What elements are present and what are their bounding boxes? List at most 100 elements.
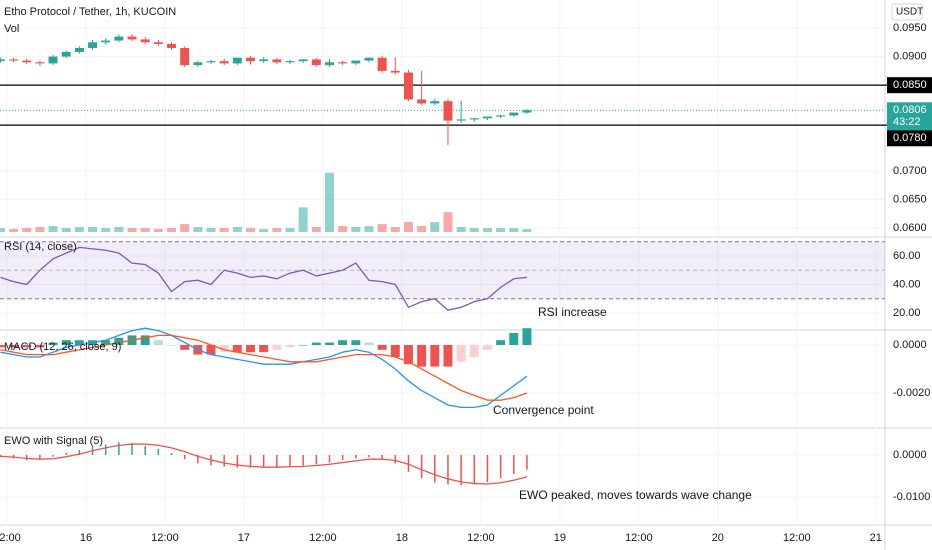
candle-body <box>430 101 440 104</box>
macd-histogram-bar <box>140 335 150 345</box>
volume-bar <box>390 227 400 232</box>
candle-body <box>338 62 348 64</box>
volume-bar <box>114 227 124 232</box>
macd-histogram-bar <box>206 344 216 355</box>
volume-bar <box>417 226 427 232</box>
hline-label: 0.0850 <box>893 79 927 91</box>
volume-bar <box>232 227 242 232</box>
candle-body <box>298 59 308 62</box>
candle-body <box>377 57 387 71</box>
pane-title: Etho Protocol / Tether, 1h, KUCOIN <box>4 6 176 18</box>
candle-body <box>193 62 203 66</box>
hline-label-box <box>887 77 932 94</box>
volume-bar <box>509 228 519 232</box>
volume-bar <box>403 222 413 232</box>
volume-bar <box>35 227 45 232</box>
volume-bar <box>61 228 71 232</box>
candle-body <box>259 59 269 62</box>
macd-histogram-bar <box>114 337 124 345</box>
volume-bar <box>377 224 387 232</box>
candle-body <box>443 101 453 121</box>
volume-bar <box>127 228 137 232</box>
candle-body <box>101 40 111 43</box>
volume-bar <box>22 228 32 232</box>
y-tick-label: 0.0600 <box>893 222 927 234</box>
macd-histogram-bar <box>35 344 45 348</box>
unit-box <box>891 3 923 21</box>
candle-body <box>35 62 45 64</box>
x-tick-label: 18 <box>396 532 408 544</box>
candle-body <box>167 44 176 48</box>
macd-histogram-bar <box>167 344 176 346</box>
volume-bar <box>430 222 440 232</box>
grid <box>0 0 885 525</box>
macd-histogram-bar <box>9 344 19 348</box>
macd-histogram-bar <box>522 328 532 345</box>
volume-bar <box>193 227 203 232</box>
pane-title: MACD (12, 26, close, 9) <box>4 341 121 353</box>
macd-histogram-bar <box>456 344 466 362</box>
hline-label: 0.0780 <box>893 132 927 144</box>
macd-histogram-bar <box>430 344 440 367</box>
macd-histogram-bar <box>219 344 229 353</box>
candle-body <box>509 112 519 116</box>
macd-histogram-bar <box>101 340 111 345</box>
macd-histogram-bar <box>377 344 387 350</box>
candle-body <box>390 70 400 73</box>
indicator-line <box>0 443 528 485</box>
x-tick-label: 12:00 <box>783 532 811 544</box>
macd-histogram-bar <box>417 344 427 367</box>
candle-body <box>246 57 255 62</box>
volume-bar <box>285 228 295 232</box>
macd-histogram-bar <box>153 340 163 345</box>
volume-bar <box>101 228 111 232</box>
macd-histogram-bar <box>390 344 400 357</box>
x-tick-label: 12:00 <box>467 532 495 544</box>
volume-bar <box>364 226 374 232</box>
candle-body <box>61 52 71 57</box>
macd-histogram-bar <box>180 344 190 350</box>
y-tick-label: -0.0020 <box>893 387 930 399</box>
y-tick-label: 0.0950 <box>893 22 927 34</box>
candle-body <box>325 62 334 66</box>
annotation: EWO peaked, moves towards wave change <box>519 488 752 502</box>
candle-body <box>232 57 242 64</box>
volume-bar <box>469 228 479 232</box>
x-tick-label: 12:00 <box>309 532 337 544</box>
countdown-label: 43:22 <box>893 116 921 128</box>
volume-bar <box>443 212 453 232</box>
macd-histogram-bar <box>285 344 295 348</box>
macd-histogram-bar <box>469 344 479 357</box>
candle-body <box>114 36 124 41</box>
volume-bar <box>325 172 334 232</box>
candle-body <box>9 59 19 61</box>
candle-body <box>285 61 295 63</box>
labels: 12:00 16 12:00 17 12:00 18 12:00 19 12:00 20 12:00… <box>0 3 932 544</box>
volume-bar <box>180 224 190 232</box>
y-tick-label: 0.0000 <box>893 339 927 351</box>
annotation: RSI increase <box>538 305 607 319</box>
volume-bar <box>88 227 98 232</box>
annotation: Convergence point <box>493 403 594 417</box>
candle-body <box>456 119 466 121</box>
volume-bar <box>259 229 269 232</box>
pane-title: Vol <box>4 23 19 35</box>
candle-body <box>180 48 190 66</box>
volume-bar <box>272 228 282 232</box>
y-tick-label: 0.0650 <box>893 193 927 205</box>
volume-bar <box>496 228 506 232</box>
volume-bar <box>351 227 361 232</box>
volume-bar <box>74 227 84 232</box>
candle-body <box>74 48 84 52</box>
y-tick-label: 60.00 <box>893 250 921 262</box>
x-tick-label: 20 <box>712 532 724 544</box>
candle-body <box>469 118 479 120</box>
macd-histogram-bar <box>443 344 453 367</box>
y-tick-label: -0.0100 <box>893 491 930 503</box>
macd-histogram-bar <box>61 340 71 345</box>
macd-histogram-bar <box>403 344 413 365</box>
pane-title: RSI (14, close) <box>4 241 77 253</box>
macd-histogram-bar <box>496 340 506 345</box>
volume-bar <box>311 227 321 232</box>
candle-body <box>351 60 361 64</box>
